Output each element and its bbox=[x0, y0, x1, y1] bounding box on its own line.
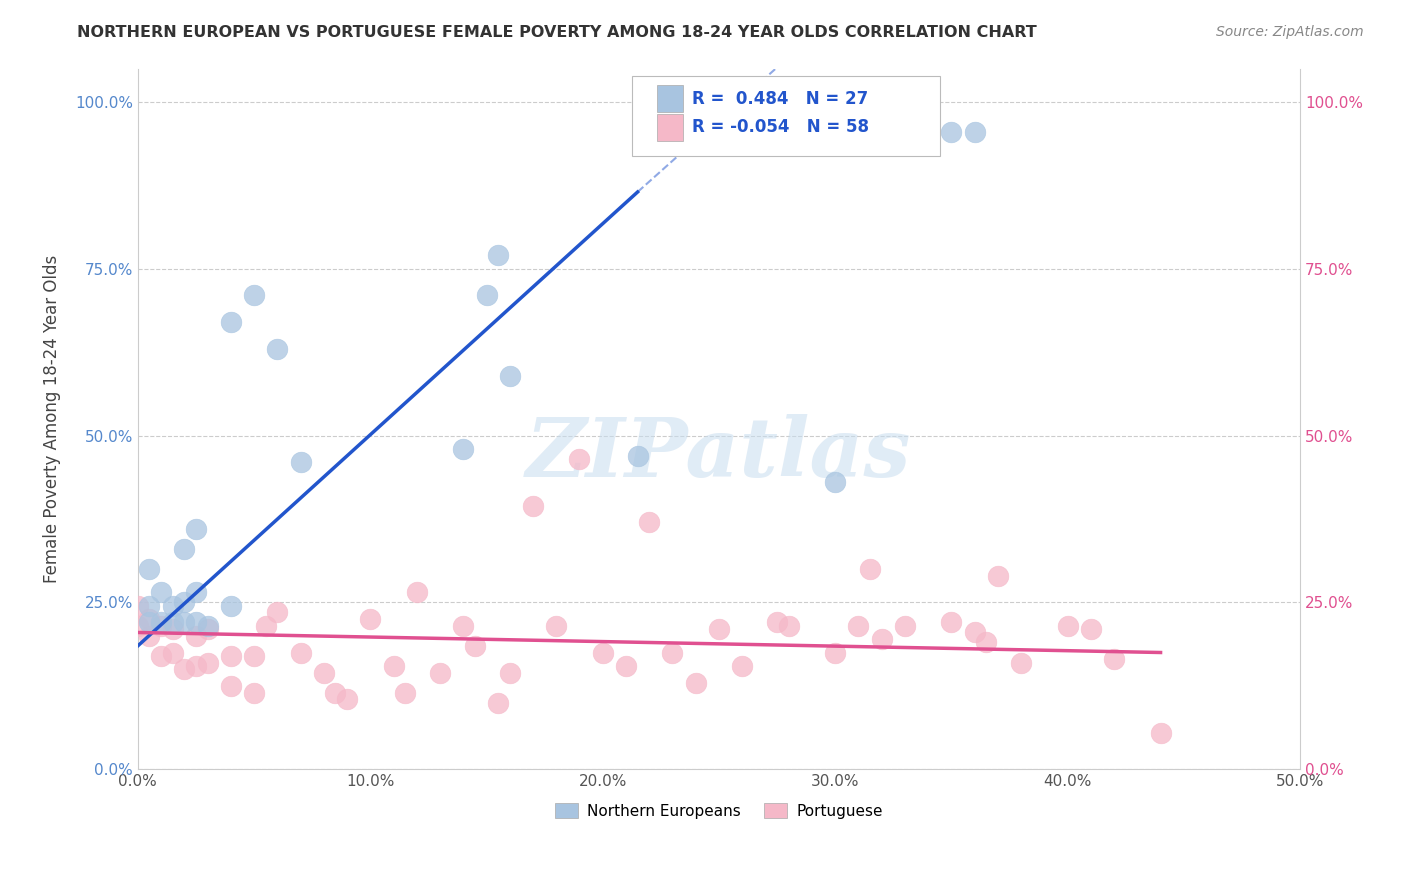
FancyBboxPatch shape bbox=[658, 114, 683, 141]
Point bbox=[731, 658, 754, 673]
Point bbox=[451, 619, 474, 633]
Point bbox=[1010, 656, 1032, 670]
Point bbox=[359, 612, 381, 626]
Point bbox=[1056, 619, 1078, 633]
Point bbox=[707, 622, 730, 636]
Point bbox=[766, 615, 789, 630]
Point bbox=[127, 619, 149, 633]
Point bbox=[941, 615, 963, 630]
Point bbox=[486, 696, 509, 710]
Point bbox=[974, 635, 997, 649]
Point bbox=[312, 665, 335, 680]
Point bbox=[184, 522, 207, 536]
Point bbox=[173, 662, 195, 676]
Point bbox=[197, 656, 219, 670]
Point bbox=[568, 452, 591, 467]
Point bbox=[138, 612, 160, 626]
Point bbox=[184, 585, 207, 599]
Point bbox=[127, 599, 149, 613]
Point bbox=[499, 665, 522, 680]
Point bbox=[290, 646, 312, 660]
Point bbox=[243, 648, 266, 663]
Point bbox=[475, 288, 498, 302]
Point bbox=[173, 542, 195, 557]
Point bbox=[941, 125, 963, 139]
Point bbox=[1149, 725, 1171, 739]
Point bbox=[138, 562, 160, 576]
Point bbox=[638, 516, 661, 530]
Point bbox=[486, 248, 509, 262]
Point bbox=[1080, 622, 1102, 636]
Point bbox=[243, 685, 266, 699]
Point bbox=[405, 585, 427, 599]
Point bbox=[394, 685, 416, 699]
Point bbox=[138, 615, 160, 630]
Point bbox=[266, 606, 288, 620]
Point bbox=[162, 615, 184, 630]
Point bbox=[894, 619, 917, 633]
Point bbox=[219, 648, 242, 663]
Point bbox=[243, 288, 266, 302]
Point bbox=[661, 646, 683, 660]
Point bbox=[266, 342, 288, 356]
Point bbox=[499, 368, 522, 383]
Point bbox=[848, 619, 870, 633]
Point bbox=[429, 665, 451, 680]
Point bbox=[824, 646, 846, 660]
Point bbox=[219, 315, 242, 329]
Point bbox=[592, 646, 614, 660]
Point bbox=[184, 629, 207, 643]
Point bbox=[824, 475, 846, 490]
FancyBboxPatch shape bbox=[631, 76, 939, 156]
Point bbox=[138, 629, 160, 643]
Point bbox=[184, 615, 207, 630]
Point bbox=[138, 599, 160, 613]
Text: ZIPatlas: ZIPatlas bbox=[526, 414, 911, 494]
Point bbox=[451, 442, 474, 456]
Point bbox=[859, 562, 882, 576]
Point bbox=[382, 658, 405, 673]
Point bbox=[1102, 652, 1125, 666]
Point bbox=[290, 455, 312, 469]
Point bbox=[336, 692, 359, 706]
Point bbox=[546, 619, 568, 633]
Point bbox=[522, 499, 544, 513]
Point bbox=[162, 599, 184, 613]
Point bbox=[614, 658, 637, 673]
Point bbox=[197, 619, 219, 633]
Point bbox=[173, 615, 195, 630]
Point bbox=[219, 679, 242, 693]
Text: R = -0.054   N = 58: R = -0.054 N = 58 bbox=[692, 119, 869, 136]
Point bbox=[184, 658, 207, 673]
Legend: Northern Europeans, Portuguese: Northern Europeans, Portuguese bbox=[550, 797, 889, 825]
Point bbox=[219, 599, 242, 613]
Text: NORTHERN EUROPEAN VS PORTUGUESE FEMALE POVERTY AMONG 18-24 YEAR OLDS CORRELATION: NORTHERN EUROPEAN VS PORTUGUESE FEMALE P… bbox=[77, 25, 1038, 40]
Point bbox=[626, 449, 648, 463]
Point bbox=[197, 622, 219, 636]
Point bbox=[987, 568, 1010, 582]
Point bbox=[963, 625, 986, 640]
FancyBboxPatch shape bbox=[658, 86, 683, 112]
Point bbox=[150, 648, 173, 663]
Point bbox=[870, 632, 893, 647]
Point bbox=[778, 619, 800, 633]
Point bbox=[162, 622, 184, 636]
Point bbox=[162, 646, 184, 660]
Point bbox=[150, 585, 173, 599]
Text: R =  0.484   N = 27: R = 0.484 N = 27 bbox=[692, 90, 869, 108]
Text: Source: ZipAtlas.com: Source: ZipAtlas.com bbox=[1216, 25, 1364, 39]
Point bbox=[325, 685, 347, 699]
Point bbox=[173, 595, 195, 609]
Point bbox=[685, 675, 707, 690]
Point bbox=[254, 619, 277, 633]
Point bbox=[150, 619, 173, 633]
Point bbox=[464, 639, 486, 653]
Point bbox=[150, 615, 173, 630]
Y-axis label: Female Poverty Among 18-24 Year Olds: Female Poverty Among 18-24 Year Olds bbox=[44, 255, 60, 583]
Point bbox=[963, 125, 986, 139]
